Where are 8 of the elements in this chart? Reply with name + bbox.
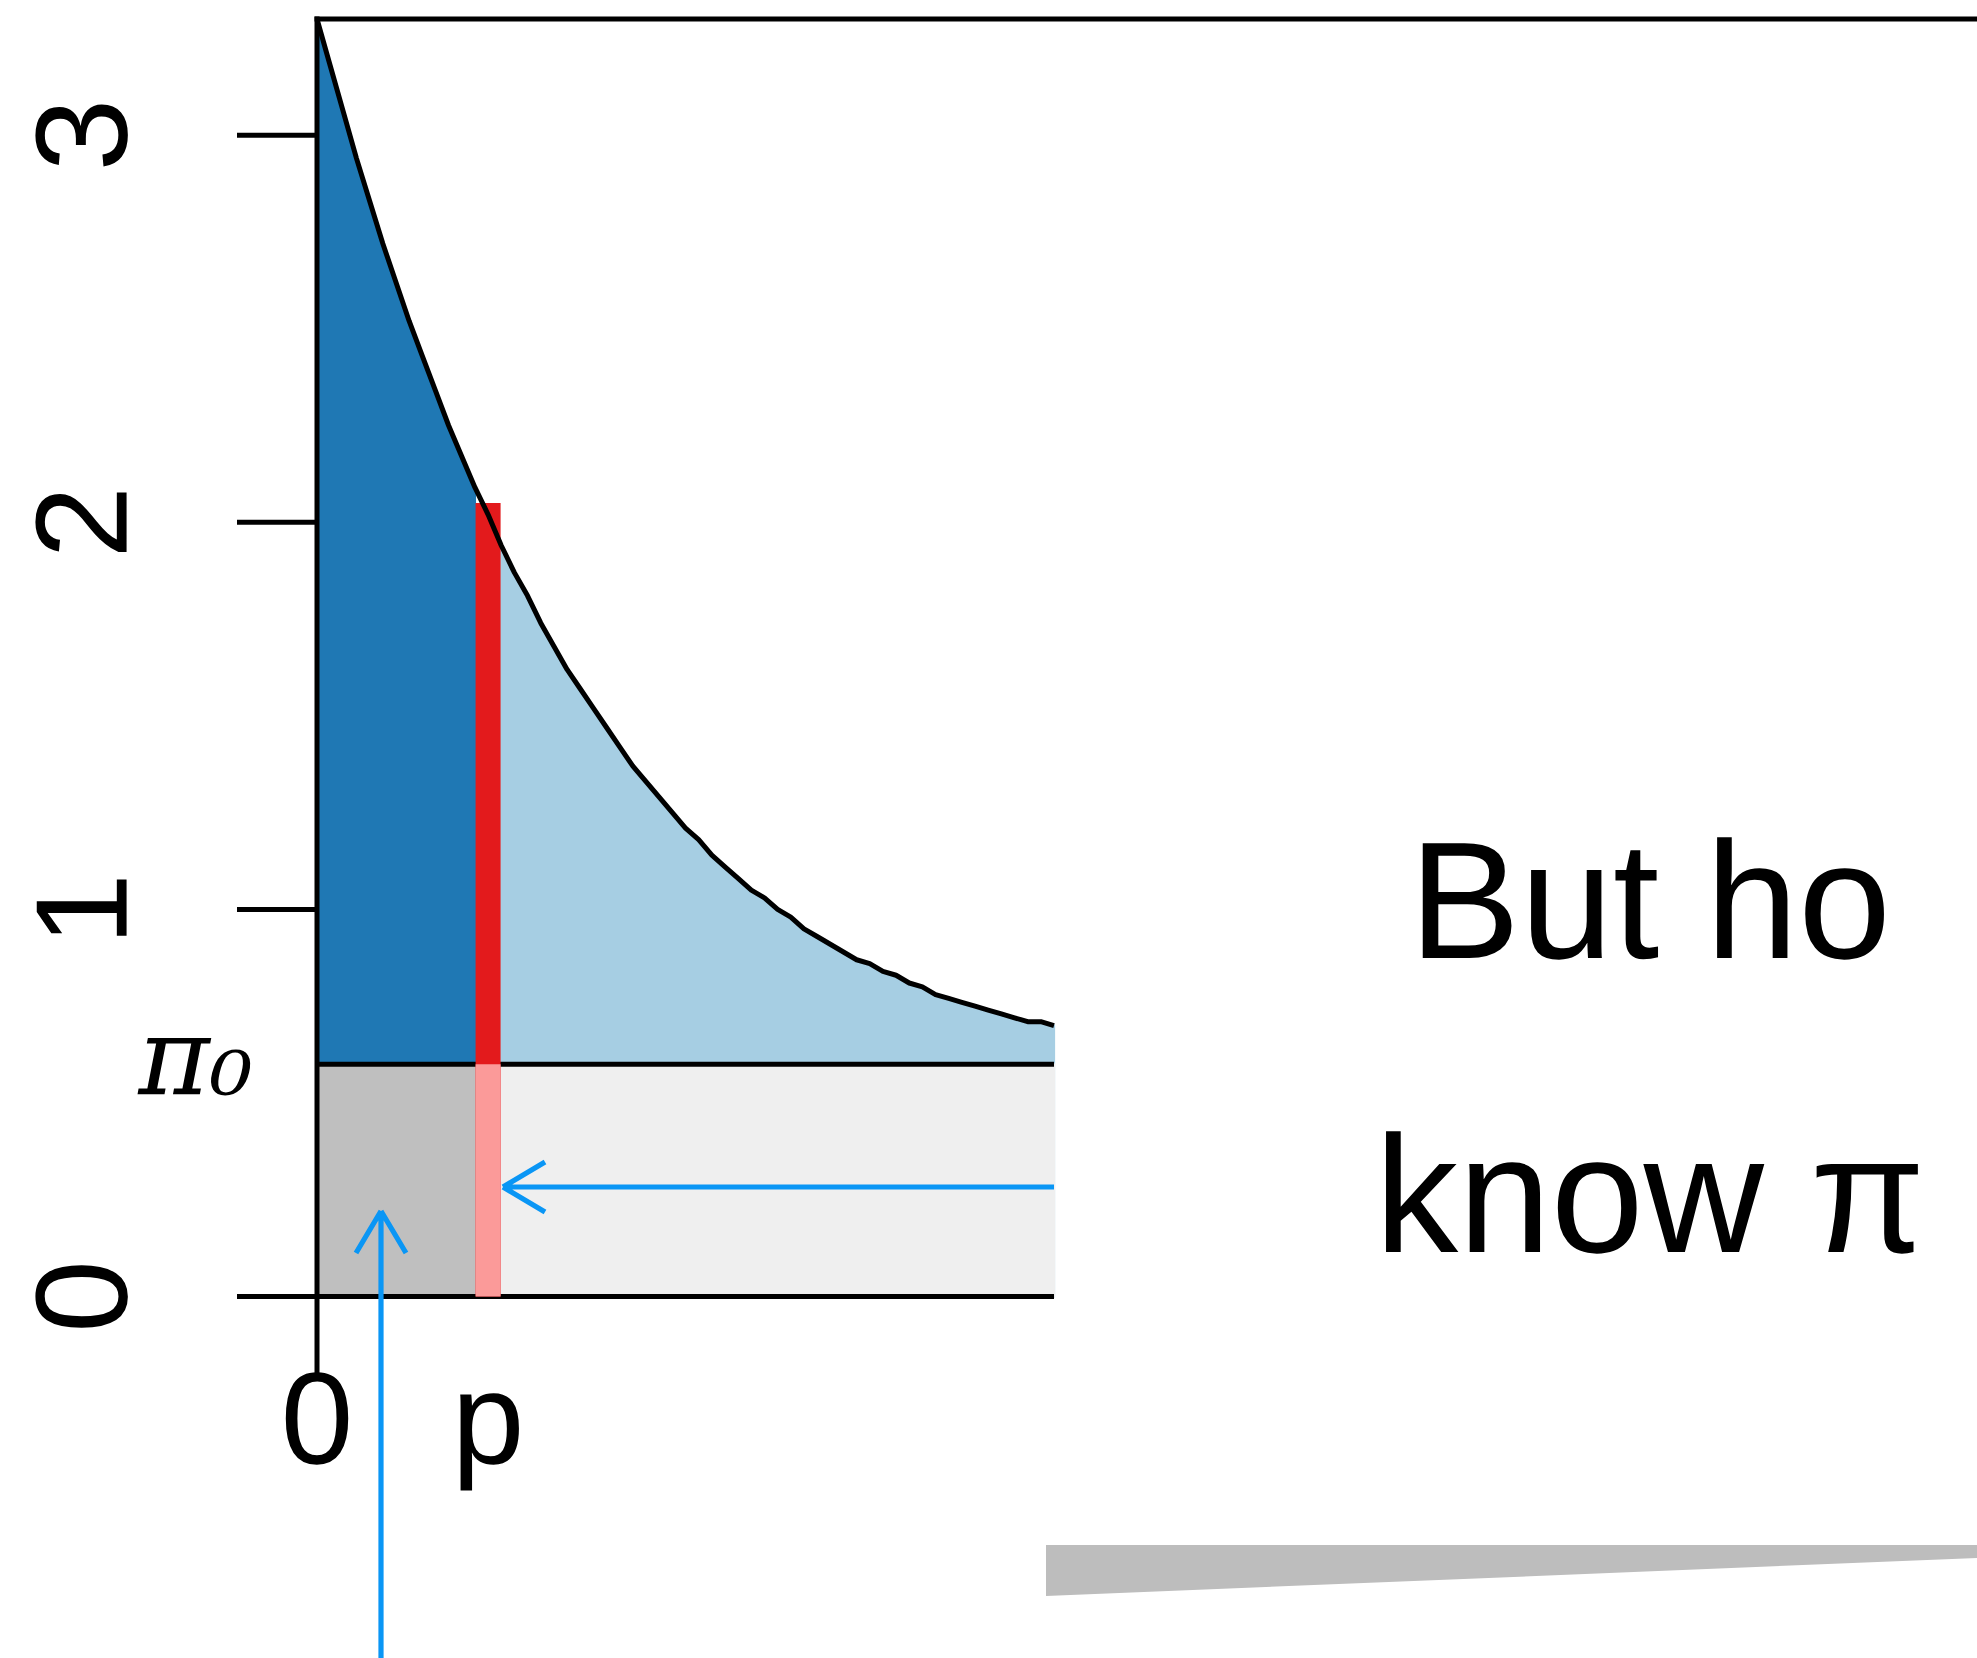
y-tick-label: 0 <box>35 1265 128 1328</box>
ref-line-label: π₀ <box>137 1037 251 1096</box>
text: But ho <box>1422 837 1884 960</box>
text: know π <box>1386 1131 1918 1254</box>
y-tick-label: 2 <box>35 492 127 553</box>
y-tick-label: 3 <box>35 104 128 167</box>
y-tick-label: 1 <box>36 879 127 936</box>
x-tick-label: p <box>460 1393 519 1491</box>
